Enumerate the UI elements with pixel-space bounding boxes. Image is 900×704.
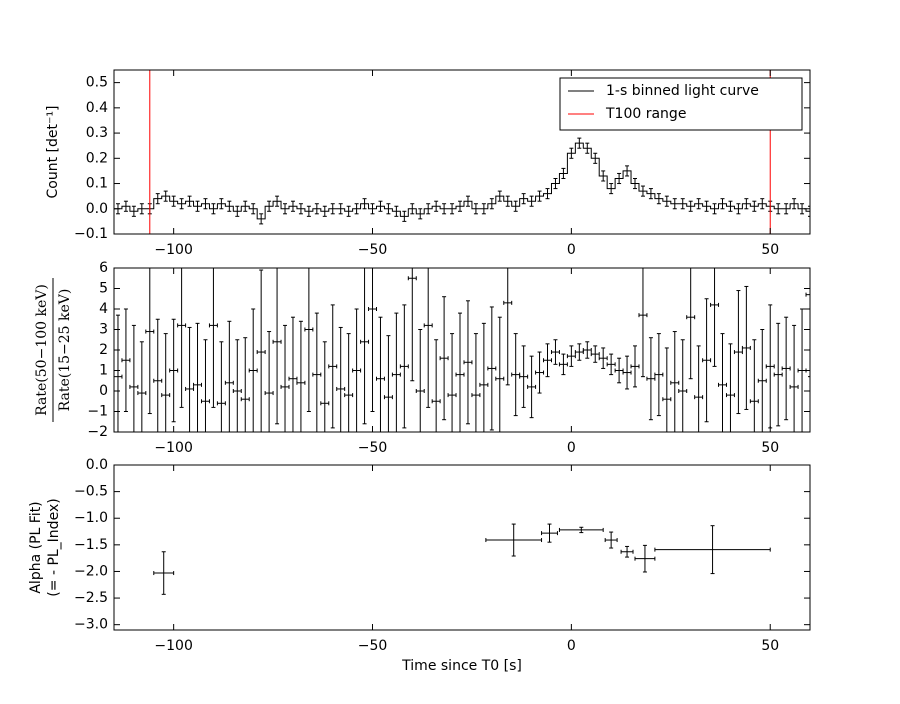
x-tick-label: 0 xyxy=(567,638,576,654)
y-tick-label: −1 xyxy=(87,404,108,420)
y-tick-label: 4 xyxy=(99,301,108,317)
plot-area xyxy=(114,268,810,432)
legend-label: T100 range xyxy=(605,106,686,122)
legend-label: 1-s binned light curve xyxy=(606,83,759,99)
axes-frame xyxy=(113,69,811,235)
y-tick-label: 2 xyxy=(99,342,108,358)
y-tick-label: −2.5 xyxy=(74,590,108,606)
x-tick-label: 50 xyxy=(761,638,779,654)
y-tick-label: −0.1 xyxy=(74,226,108,242)
y-tick-label: −3.0 xyxy=(74,617,108,633)
y-tick-label: 0 xyxy=(99,383,108,399)
x-tick-label: −100 xyxy=(154,440,192,456)
y-tick-label: 6 xyxy=(99,260,108,276)
x-tick-label: 0 xyxy=(567,242,576,258)
y-axis-label: (= - PL_Index) xyxy=(46,498,62,596)
y-tick-label: 0.4 xyxy=(86,100,108,116)
axes-frame xyxy=(113,267,811,433)
x-tick-label: 50 xyxy=(761,440,779,456)
y-tick-label: 0.1 xyxy=(86,176,108,192)
plot-area xyxy=(153,523,771,595)
y-tick-label: −1.5 xyxy=(74,537,108,553)
y-tick-label: 0.2 xyxy=(86,150,108,166)
x-axis-label: Time since T0 [s] xyxy=(401,658,522,674)
plot-area xyxy=(114,70,810,234)
y-axis-label: Count [det⁻¹] xyxy=(45,106,61,199)
y-tick-label: −2 xyxy=(87,424,108,440)
x-tick-label: −50 xyxy=(358,638,388,654)
y-tick-label: 0.5 xyxy=(86,75,108,91)
legend-box xyxy=(559,77,803,131)
y-tick-label: 5 xyxy=(99,281,108,297)
y-tick-label: −1.0 xyxy=(74,510,108,526)
y-tick-label: −0.5 xyxy=(74,484,108,500)
y-tick-label: −2.0 xyxy=(74,563,108,579)
y-tick-label: 1 xyxy=(99,363,108,379)
x-tick-label: −50 xyxy=(358,242,388,258)
x-tick-label: −50 xyxy=(358,440,388,456)
x-tick-label: −100 xyxy=(154,242,192,258)
x-tick-label: 0 xyxy=(567,440,576,456)
y-axis-label-denominator: Rate(15−25 keV) xyxy=(57,289,73,412)
y-tick-label: 3 xyxy=(99,322,108,338)
axes-frame xyxy=(113,464,811,631)
y-tick-label: 0.0 xyxy=(86,201,108,217)
y-axis-label-numerator: Rate(50−100 keV) xyxy=(34,284,50,416)
y-tick-label: 0.0 xyxy=(86,457,108,473)
y-tick-label: 0.3 xyxy=(86,125,108,141)
x-tick-label: 50 xyxy=(761,242,779,258)
y-axis-label: Alpha (PL Fit) xyxy=(28,501,44,593)
light-curve xyxy=(114,142,810,220)
x-tick-label: −100 xyxy=(154,638,192,654)
